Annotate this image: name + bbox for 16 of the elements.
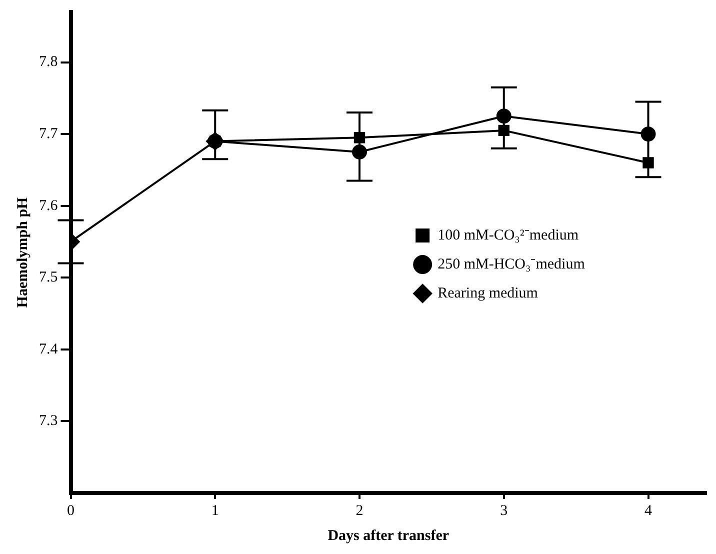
x-axis-title: Days after transfer <box>328 528 450 544</box>
y-tick-label: 7.7 <box>39 126 58 142</box>
legend-label: 100 mM-CO₃²⁻medium <box>438 227 579 244</box>
y-axis-title: Haemolymph pH <box>14 196 31 308</box>
legend-label: Rearing medium <box>438 285 538 302</box>
x-tick-label: 3 <box>500 502 508 519</box>
y-tick-label: 7.3 <box>39 413 58 430</box>
x-tick-label: 2 <box>356 502 364 519</box>
y-tick-label: 7.4 <box>39 341 58 358</box>
x-tick-label: 1 <box>211 502 219 519</box>
y-tick-label: 7.8 <box>39 54 58 70</box>
x-tick-label: 4 <box>644 502 652 519</box>
legend-label: 250 mM-HCO₃⁻medium <box>438 256 586 272</box>
x-tick-label: 0 <box>67 502 74 519</box>
y-tick-label: 7.5 <box>39 270 58 286</box>
y-tick-label: 7.6 <box>39 198 58 214</box>
